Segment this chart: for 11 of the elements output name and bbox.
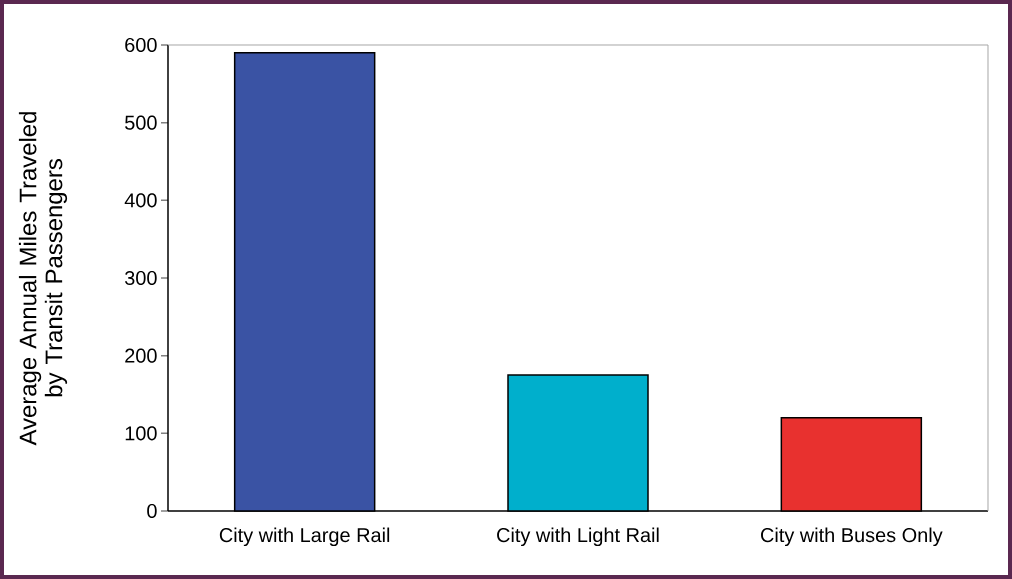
y-tick-label: 100 bbox=[125, 426, 157, 441]
y-tick-label: 300 bbox=[125, 270, 157, 286]
y-axis-title: Average Annual Miles Traveled by Transit Passengers bbox=[18, 112, 68, 446]
y-tick-label: 400 bbox=[124, 193, 157, 208]
y-tick-label: 600 bbox=[125, 37, 157, 53]
y-tick-label: 200 bbox=[125, 348, 157, 363]
y-tick-label: 0 bbox=[147, 503, 157, 519]
x-tick-label: City with Buses Only bbox=[761, 527, 943, 547]
x-tick-label: City with Light Rail bbox=[497, 527, 659, 547]
x-tick-label: City with Large Rail bbox=[219, 527, 390, 547]
y-tick-label: 500 bbox=[125, 115, 157, 130]
